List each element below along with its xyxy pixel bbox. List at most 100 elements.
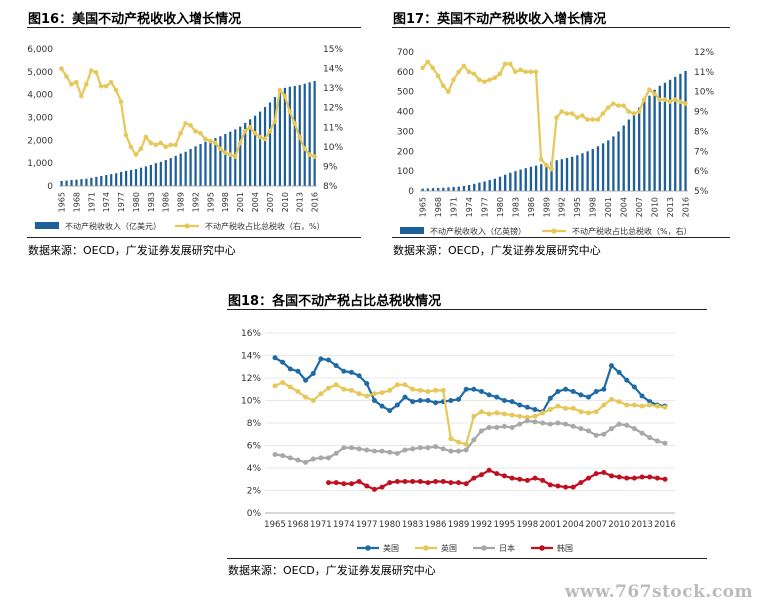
fig17-x-tick-label: 2007	[635, 197, 644, 217]
fig18-point-korea	[601, 470, 607, 475]
fig17-right-tick-label: 12%	[694, 48, 714, 58]
fig18-point-korea	[456, 480, 462, 486]
fig17-x-tick-label: 1980	[496, 197, 505, 217]
fig18-y-tick-label: 14%	[241, 352, 261, 362]
fig16-line	[60, 67, 315, 159]
fig17-bar	[431, 188, 435, 191]
fig17-bar	[607, 140, 610, 191]
fig16-line-point	[93, 70, 99, 75]
fig18-point-uk	[295, 389, 301, 394]
fig17-x-tick-label: 2004	[620, 197, 629, 217]
fig18-point-japan	[662, 440, 668, 446]
fig18-point-korea	[624, 475, 630, 481]
fig16-line-point	[212, 140, 218, 146]
fig18-point-korea	[440, 479, 446, 484]
fig18-point-usa	[310, 371, 316, 376]
fig18-point-usa	[402, 394, 408, 400]
fig17-bar	[437, 188, 440, 191]
fig16-bar	[313, 80, 316, 186]
fig18-chart: 0%2%4%6%8%10%12%14%16%1965 1968 1971 1974 19…	[241, 329, 676, 553]
fig18-point-korea	[410, 479, 416, 484]
fig16-right-tick-label: 10%	[323, 143, 343, 153]
fig18-point-usa	[555, 389, 561, 394]
fig18-point-korea	[387, 480, 393, 486]
fig16-bar	[149, 164, 153, 186]
fig16-x-tick-label: 1983	[147, 192, 156, 212]
fig18-point-usa	[333, 363, 339, 369]
fig17-line-point	[543, 162, 549, 168]
fig18-legend-marker-japan	[481, 545, 487, 551]
fig18-point-uk	[348, 387, 354, 393]
fig18-legend-label-usa: 美国	[383, 543, 399, 553]
fig17-x-tick-label: 1992	[558, 197, 567, 217]
fig16-bar	[293, 85, 296, 186]
fig18-x-tick-label: 1974	[333, 520, 355, 530]
fig17-bar	[467, 185, 471, 191]
fig18-y-tick-label: 2%	[247, 487, 262, 497]
fig16-left-tick-label: 1,000	[27, 159, 53, 169]
fig18-point-korea	[333, 480, 339, 486]
fig18-point-usa	[410, 399, 416, 405]
fig17-line-point	[492, 75, 498, 81]
fig17-bar	[421, 188, 424, 191]
fig17-left-tick-label: 100	[397, 167, 414, 177]
fig17-right-tick-label: 5%	[694, 187, 709, 197]
fig17-bar	[514, 171, 517, 191]
fig18-point-usa	[578, 392, 584, 398]
fig17-right-tick-label: 6%	[694, 167, 709, 177]
fig18-point-korea	[417, 479, 423, 484]
fig16-x-tick-label: 1977	[117, 192, 126, 212]
fig16-bar	[268, 102, 272, 186]
fig16-line-point	[237, 140, 243, 146]
fig18-x-tick-label: 1965	[264, 520, 286, 530]
fig16-x-tick-label: 1995	[206, 192, 215, 212]
fig17-chart: 0 100 200 300 400 500 600 700 5% 6% 7% 8% 9% 10% 11% 12…	[397, 48, 715, 236]
fig16-line-point	[59, 66, 64, 71]
fig16-legend-line-marker	[184, 223, 190, 229]
fig16-right-tick-label: 9%	[323, 162, 338, 172]
fig17-line-point	[677, 99, 683, 104]
fig17-legend-line-label: 不动产税收占比总税收（%，右）	[572, 226, 692, 236]
fig17-x-tick-label: 1995	[573, 197, 582, 217]
fig16-bar	[139, 167, 143, 186]
fig18-point-korea	[501, 473, 507, 479]
fig18-point-uk	[631, 402, 637, 408]
fig17-line-point	[683, 101, 688, 106]
fig18-point-japan	[509, 425, 515, 430]
fig18-x-tick-label: 1968	[287, 520, 309, 530]
fig16-bar	[219, 136, 222, 186]
fig18-y-tick-label: 12%	[241, 374, 261, 384]
fig16-line-point	[79, 93, 84, 99]
fig16-line-point	[297, 134, 302, 140]
fig16-line-point	[282, 93, 288, 99]
fig18-point-uk	[387, 387, 393, 393]
fig17-line-point	[435, 73, 441, 79]
fig18-point-japan	[326, 455, 332, 461]
fig18-point-uk	[494, 410, 500, 416]
fig17-x-tick-label: 1968	[434, 197, 443, 217]
fig18-point-korea	[647, 474, 653, 480]
fig17-bar	[596, 146, 600, 191]
fig18-point-usa	[348, 369, 354, 375]
fig17-bar	[493, 178, 497, 191]
fig16-right-tick-label: 14%	[323, 65, 343, 75]
fig18-point-uk	[456, 439, 462, 445]
fig18-point-japan	[608, 426, 614, 432]
fig16-bar	[95, 176, 98, 186]
fig16-bar	[80, 179, 83, 186]
fig16-line-point	[143, 134, 149, 140]
fig17-bar	[462, 186, 466, 191]
fig16-line-point	[198, 130, 203, 136]
fig18-point-uk	[570, 405, 576, 411]
fig18-point-usa	[593, 389, 599, 394]
fig18-point-usa	[433, 400, 439, 406]
fig16-x-tick-label: 1989	[177, 192, 186, 212]
fig17-right-tick-label: 7%	[694, 147, 709, 157]
fig18-legend-marker-usa	[365, 545, 371, 551]
fig16-line-point	[257, 134, 263, 140]
fig18-x-tick-label: 1977	[356, 520, 378, 530]
fig18-point-uk	[532, 413, 538, 419]
fig18-point-uk	[379, 390, 385, 396]
fig16-right-tick-label: 11%	[323, 123, 343, 133]
fig18-point-usa	[318, 356, 324, 362]
